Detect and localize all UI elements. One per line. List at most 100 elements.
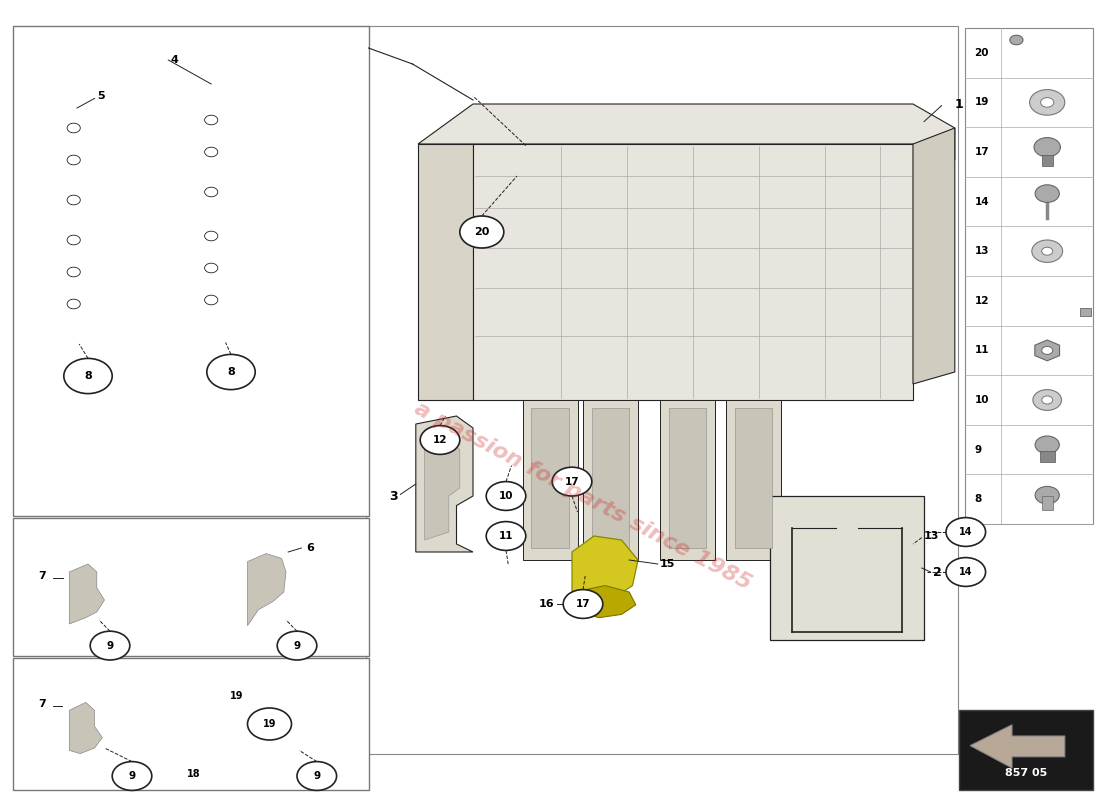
Circle shape: [67, 195, 80, 205]
Circle shape: [64, 358, 112, 394]
Circle shape: [552, 467, 592, 496]
Polygon shape: [176, 692, 220, 756]
Text: 11: 11: [975, 346, 989, 355]
Circle shape: [205, 263, 218, 273]
Circle shape: [1042, 346, 1053, 354]
Polygon shape: [522, 400, 578, 560]
Text: 18: 18: [187, 770, 200, 779]
Bar: [13, 658, 368, 790]
Text: 19: 19: [230, 691, 243, 701]
Text: 12: 12: [432, 435, 448, 445]
Circle shape: [67, 267, 80, 277]
Bar: [965, 28, 1093, 524]
Polygon shape: [248, 554, 286, 626]
Circle shape: [1034, 138, 1060, 157]
Polygon shape: [53, 92, 94, 328]
Polygon shape: [22, 662, 192, 768]
Text: 8: 8: [975, 494, 982, 504]
Bar: [965, 425, 1093, 474]
Polygon shape: [572, 536, 638, 602]
Polygon shape: [735, 408, 772, 548]
Text: 13: 13: [975, 246, 989, 256]
Text: 19: 19: [263, 719, 276, 729]
Polygon shape: [726, 400, 781, 560]
Circle shape: [205, 231, 218, 241]
Text: 17: 17: [564, 477, 580, 486]
Circle shape: [67, 155, 80, 165]
Polygon shape: [60, 688, 119, 762]
Polygon shape: [22, 522, 192, 620]
Polygon shape: [16, 32, 176, 320]
Text: 4: 4: [170, 55, 178, 65]
Polygon shape: [913, 128, 955, 384]
Text: 10: 10: [975, 395, 989, 405]
Polygon shape: [425, 442, 460, 540]
Circle shape: [486, 522, 526, 550]
Polygon shape: [592, 408, 629, 548]
Bar: [1040, 451, 1055, 462]
Polygon shape: [236, 534, 297, 640]
Circle shape: [1033, 390, 1062, 410]
Bar: [1042, 155, 1053, 166]
Circle shape: [1010, 35, 1023, 45]
Text: 2: 2: [933, 566, 942, 578]
Circle shape: [1042, 396, 1053, 404]
Text: 9: 9: [294, 641, 300, 650]
Polygon shape: [418, 144, 473, 400]
Bar: [965, 127, 1093, 177]
Text: 9: 9: [314, 771, 320, 781]
Text: 857 05: 857 05: [1005, 768, 1047, 778]
Text: 12: 12: [975, 296, 989, 306]
Text: 20: 20: [975, 48, 989, 58]
Text: 20: 20: [474, 227, 490, 237]
Circle shape: [205, 187, 218, 197]
Circle shape: [205, 147, 218, 157]
Text: 9: 9: [129, 771, 135, 781]
Circle shape: [297, 762, 337, 790]
Text: 9: 9: [975, 445, 981, 454]
Bar: [366, 26, 958, 754]
Polygon shape: [69, 564, 104, 624]
Circle shape: [486, 482, 526, 510]
Circle shape: [90, 631, 130, 660]
Polygon shape: [94, 228, 192, 244]
Text: 16: 16: [539, 599, 554, 609]
Polygon shape: [192, 92, 231, 320]
Text: 11: 11: [498, 531, 514, 541]
Text: 14: 14: [975, 197, 989, 206]
Polygon shape: [60, 544, 121, 646]
Text: 7: 7: [37, 571, 46, 581]
Circle shape: [67, 235, 80, 245]
Circle shape: [420, 426, 460, 454]
Bar: [13, 518, 368, 656]
Circle shape: [946, 558, 986, 586]
Text: 1: 1: [955, 98, 964, 110]
Text: 5: 5: [97, 91, 104, 101]
Text: 19: 19: [975, 98, 989, 107]
Text: 14: 14: [959, 527, 972, 537]
Circle shape: [1030, 90, 1065, 115]
Text: euro
car
parts: euro car parts: [553, 136, 833, 424]
Circle shape: [1035, 486, 1059, 504]
Text: 6: 6: [306, 543, 313, 553]
Circle shape: [112, 762, 152, 790]
Text: a passion for parts since 1985: a passion for parts since 1985: [411, 398, 755, 594]
Polygon shape: [473, 144, 913, 400]
Text: 3: 3: [389, 490, 398, 502]
Polygon shape: [198, 522, 363, 614]
Polygon shape: [1080, 308, 1091, 316]
Circle shape: [67, 123, 80, 133]
Text: 17: 17: [975, 147, 989, 157]
Text: 8: 8: [84, 371, 92, 381]
Text: 15: 15: [660, 559, 675, 569]
Polygon shape: [1035, 340, 1059, 361]
Bar: [13, 26, 368, 516]
Polygon shape: [418, 104, 955, 160]
Circle shape: [1041, 98, 1054, 107]
Circle shape: [1035, 436, 1059, 454]
Text: 17: 17: [575, 599, 591, 609]
Polygon shape: [198, 662, 363, 768]
Circle shape: [207, 354, 255, 390]
Polygon shape: [416, 416, 473, 552]
Circle shape: [205, 295, 218, 305]
